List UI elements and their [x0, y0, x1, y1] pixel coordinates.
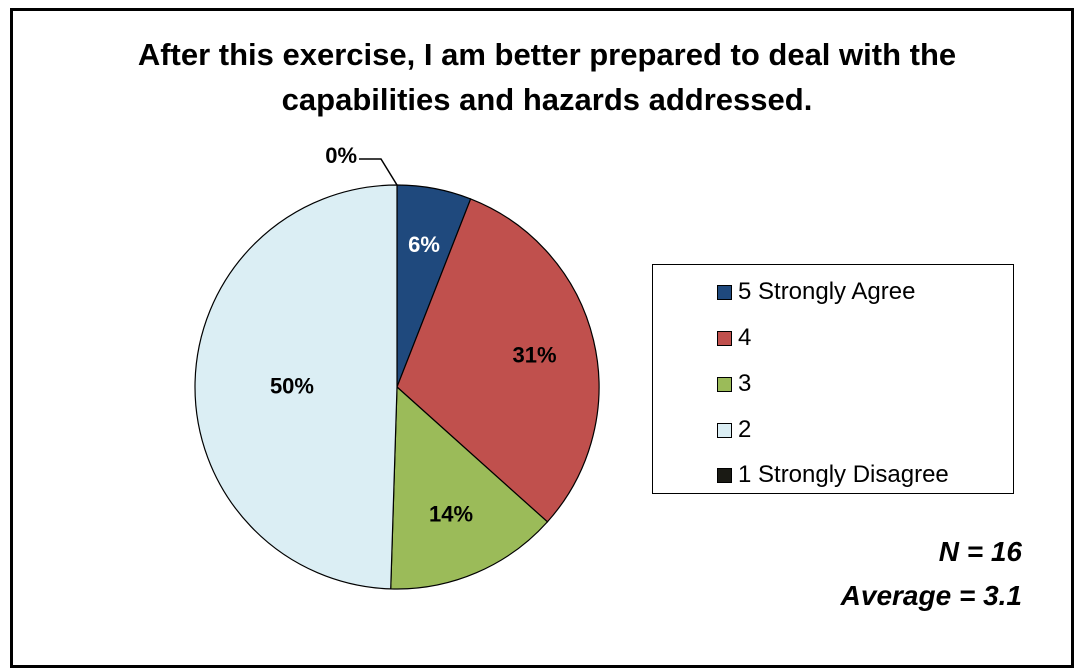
leader-line-strongly-disagree — [359, 158, 398, 186]
stat-average: Average = 3.1 — [840, 580, 1022, 611]
legend-swatch-3 — [717, 376, 732, 392]
chart-title-line-1: After this exercise, I am better prepare… — [137, 37, 957, 72]
legend-swatch-2 — [717, 422, 732, 438]
legend-swatch-4 — [717, 330, 732, 346]
data-label-3: 14% — [429, 501, 473, 526]
chart-title: After this exercise, I am better prepare… — [0, 32, 1082, 122]
legend-label-strongly-agree: 5 Strongly Agree — [738, 278, 916, 305]
data-label-4: 31% — [513, 342, 557, 367]
legend-label-4: 4 — [738, 324, 752, 351]
legend-item-3: 3 — [717, 369, 751, 399]
data-label-2: 50% — [270, 373, 314, 398]
legend-label-2: 2 — [738, 416, 752, 443]
legend-item-strongly-disagree: 1 Strongly Disagree — [717, 460, 949, 490]
pie-chart: 6% 31% 14% 50% 0% — [194, 143, 600, 590]
legend-swatch-strongly-disagree — [717, 467, 732, 483]
stat-n: N = 16 — [938, 536, 1022, 567]
legend-item-2: 2 — [717, 415, 751, 445]
data-label-strongly-disagree: 0% — [325, 143, 357, 168]
legend: 5 Strongly Agree 4 3 2 1 Strongly Disagr… — [652, 264, 1014, 494]
legend-item-strongly-agree: 5 Strongly Agree — [717, 277, 915, 307]
pie-slice-3 — [390, 385, 549, 590]
legend-label-strongly-disagree: 1 Strongly Disagree — [738, 461, 949, 488]
legend-item-4: 4 — [717, 323, 751, 353]
data-label-strongly-agree: 6% — [408, 232, 440, 257]
legend-label-3: 3 — [738, 370, 752, 397]
pie-slice-2 — [194, 184, 398, 590]
chart-title-line-2: capabilities and hazards addressed. — [281, 82, 813, 117]
legend-swatch-strongly-agree — [717, 284, 732, 300]
pie-slice-4 — [396, 198, 600, 523]
